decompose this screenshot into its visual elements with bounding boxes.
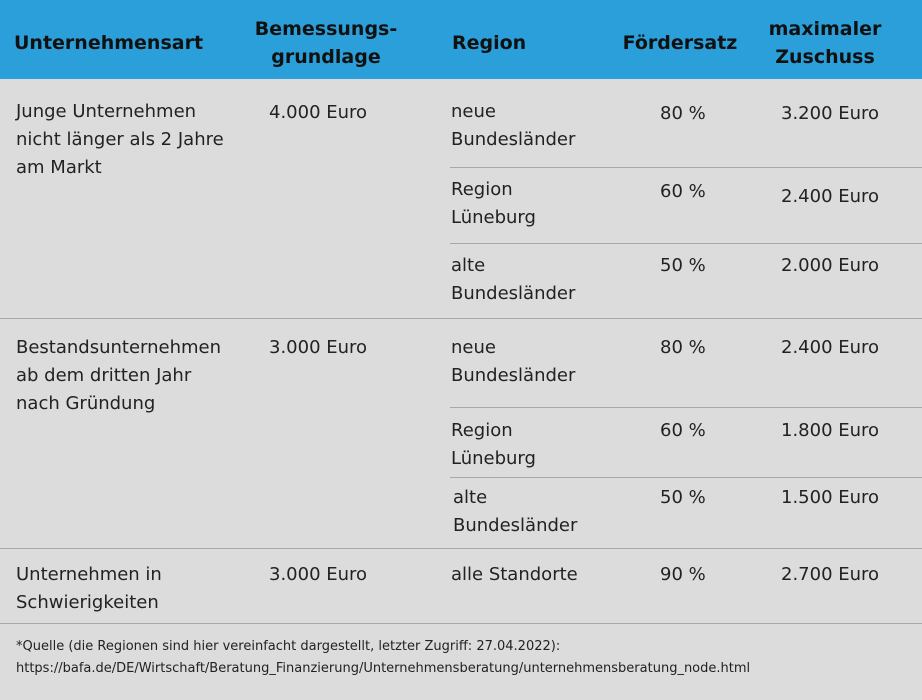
group-basis: 3.000 Euro [269, 564, 368, 585]
row-max: 2.400 Euro [781, 186, 880, 207]
row-rate: 90 % [660, 564, 706, 585]
row-rate: 60 % [660, 181, 706, 202]
group-basis: 3.000 Euro [269, 337, 368, 358]
row-rate: 50 % [660, 487, 706, 508]
row-max: 1.500 Euro [781, 487, 880, 508]
row-rate: 50 % [660, 255, 706, 276]
row-max: 2.700 Euro [781, 564, 880, 585]
row-divider [450, 167, 922, 168]
row-region: Region Lüneburg [451, 420, 536, 469]
header-bemessungsgrundlage: Bemessungs- grundlage [254, 18, 398, 68]
header-region: Region [452, 32, 527, 54]
row-rate: 80 % [660, 337, 706, 358]
table-header: Unternehmensart Bemessungs- grundlage Re… [0, 0, 922, 79]
row-divider [450, 407, 922, 408]
group-divider [0, 623, 922, 624]
group-divider [0, 318, 922, 319]
row-region: alte Bundesländer [453, 487, 578, 536]
row-max: 2.400 Euro [781, 337, 880, 358]
row-region: alte Bundesländer [451, 255, 576, 304]
row-region: neue Bundesländer [451, 337, 576, 386]
group-divider [0, 548, 922, 549]
header-unternehmensart: Unternehmensart [14, 32, 204, 54]
header-foerdersatz: Fördersatz [622, 32, 738, 54]
group-type: Bestandsunternehmen ab dem dritten Jahr … [16, 337, 222, 414]
row-divider [450, 243, 922, 244]
row-region: alle Standorte [451, 564, 578, 585]
header-maximaler-zuschuss: maximaler Zuschuss [768, 18, 882, 68]
row-region: neue Bundesländer [451, 101, 576, 150]
row-rate: 80 % [660, 103, 706, 124]
group-type: Junge Unternehmen nicht länger als 2 Jah… [16, 101, 224, 178]
row-max: 3.200 Euro [781, 103, 880, 124]
row-max: 1.800 Euro [781, 420, 880, 441]
row-rate: 60 % [660, 420, 706, 441]
row-region: Region Lüneburg [451, 179, 536, 228]
row-divider [450, 477, 922, 478]
source-note: *Quelle (die Regionen sind hier vereinfa… [16, 639, 751, 676]
row-max: 2.000 Euro [781, 255, 880, 276]
group-basis: 4.000 Euro [269, 102, 368, 123]
group-type: Unternehmen in Schwierigkeiten [16, 564, 162, 613]
